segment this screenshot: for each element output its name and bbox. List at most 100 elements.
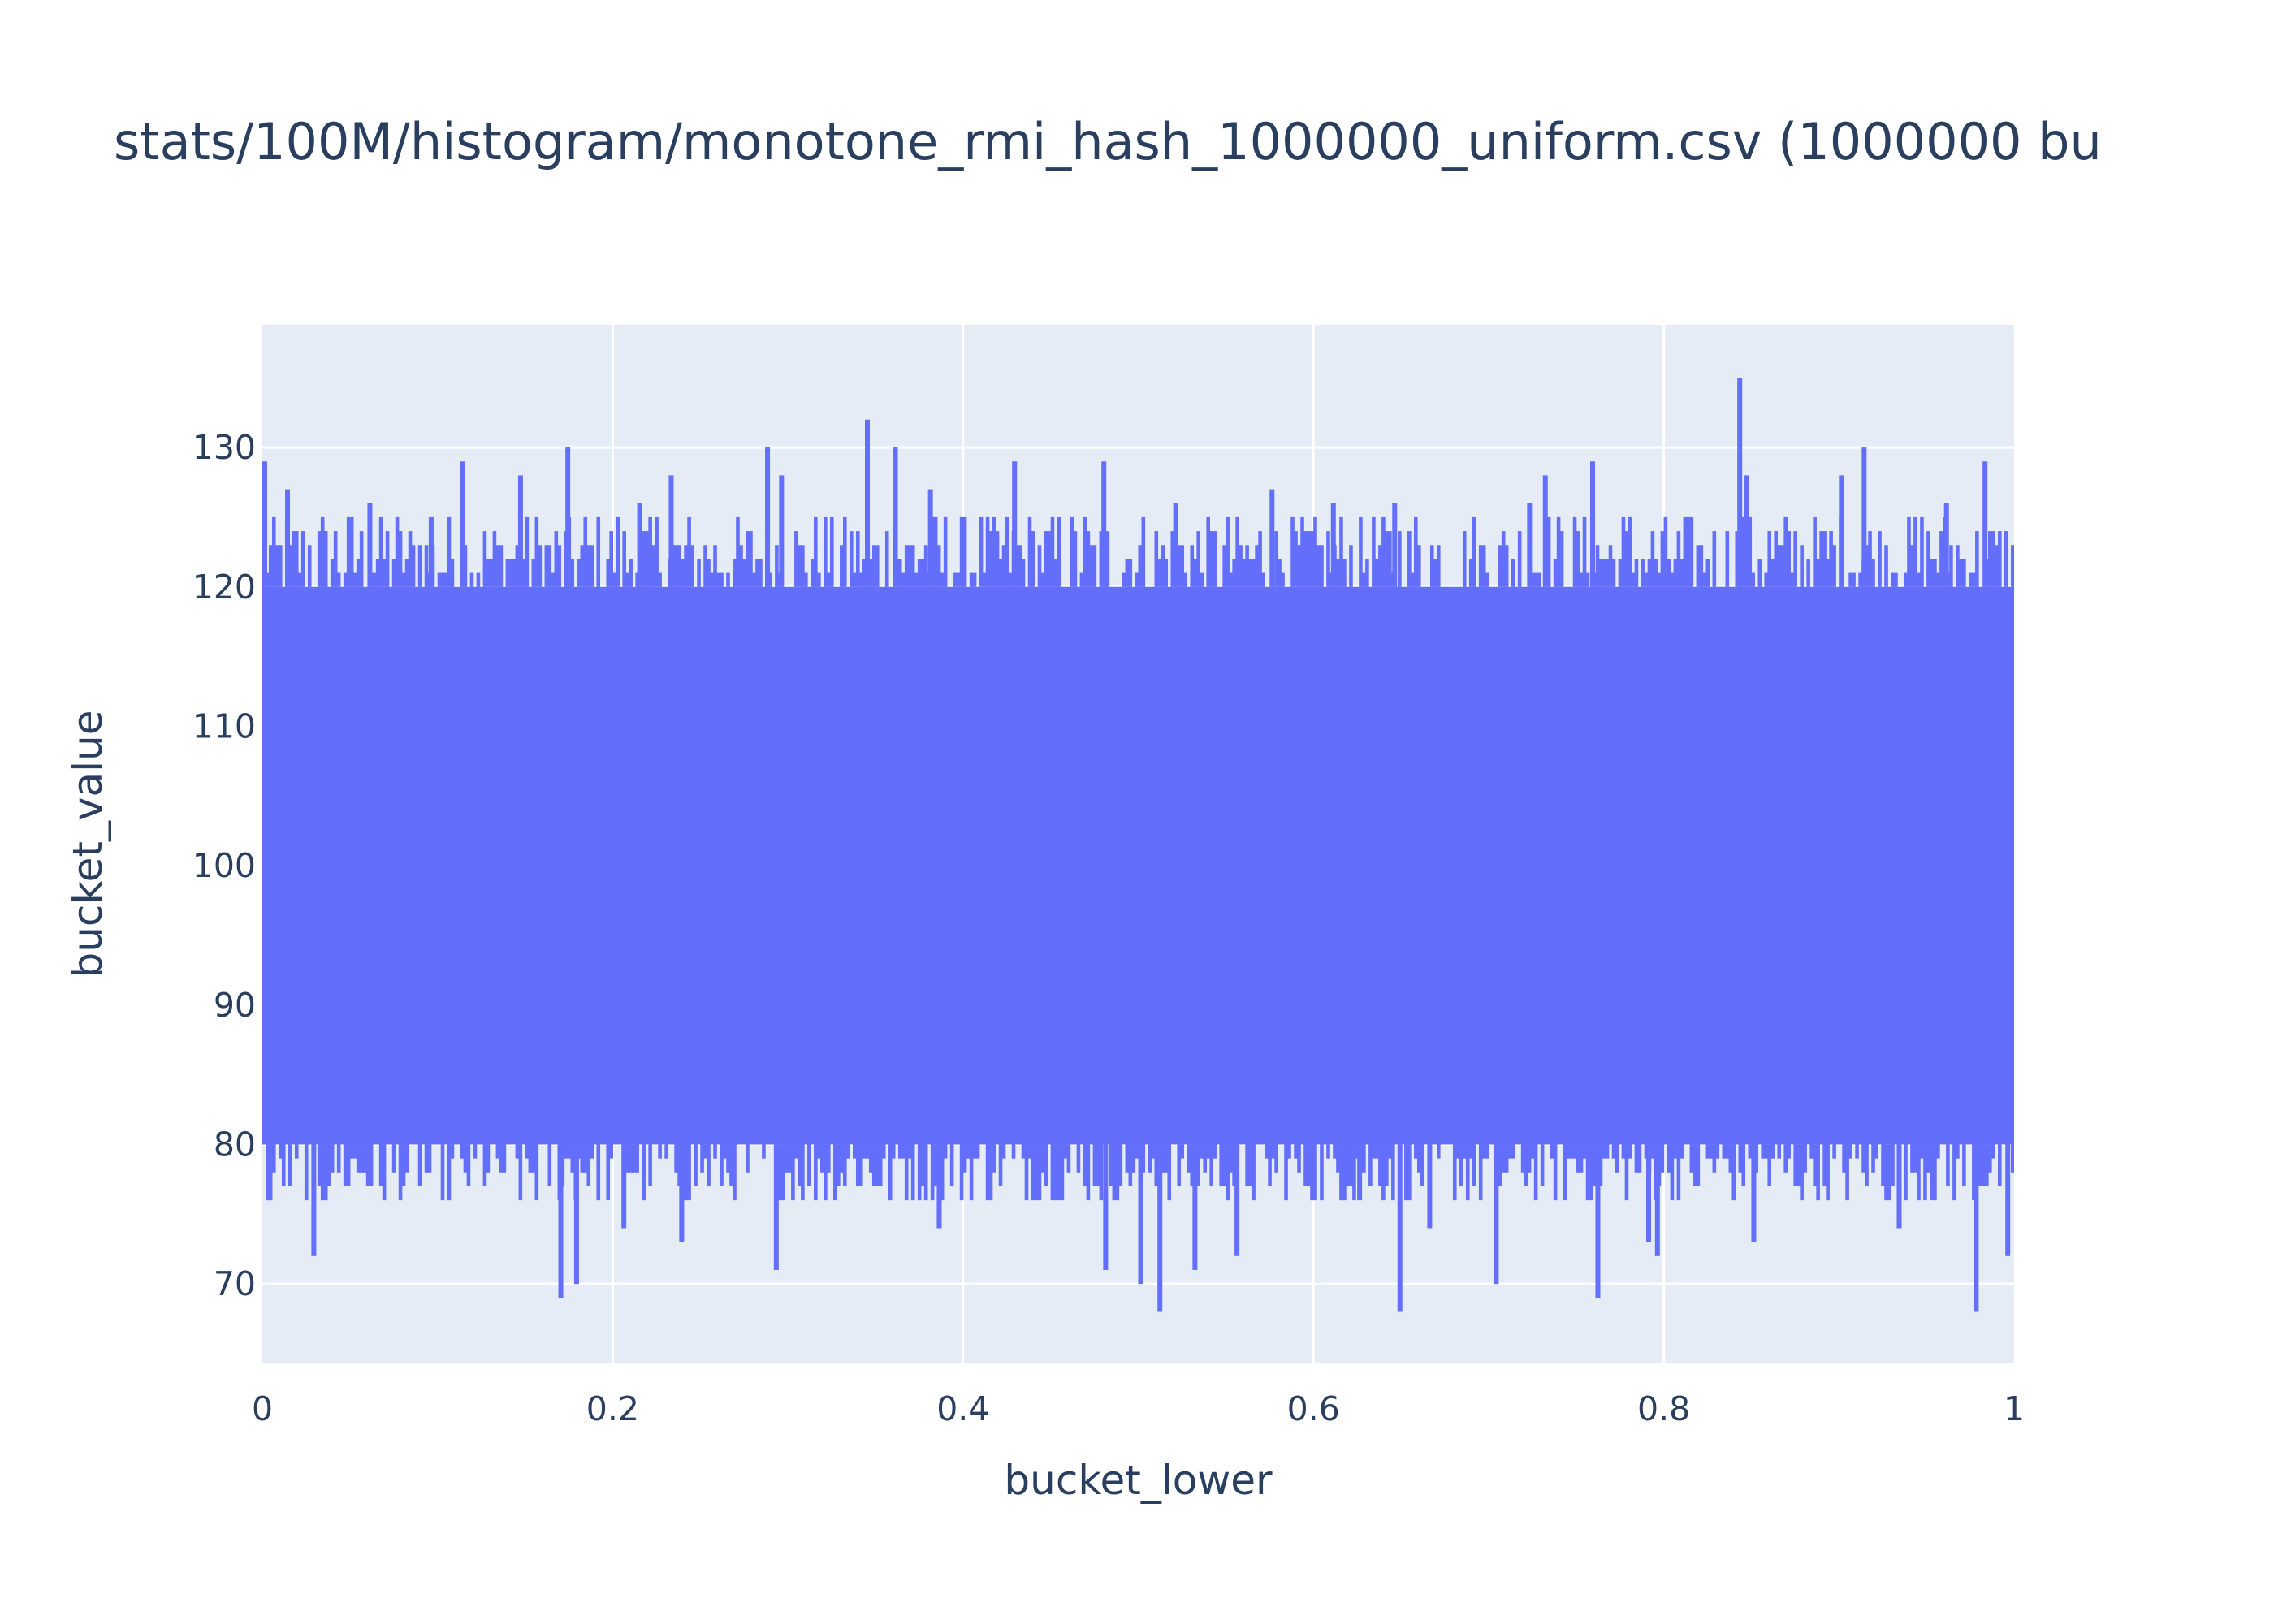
histogram-bar <box>1222 545 1226 587</box>
histogram-bar <box>969 572 974 587</box>
histogram-bar <box>1375 1144 1379 1159</box>
histogram-bar <box>1761 1144 1766 1159</box>
histogram-bar <box>1527 503 1533 587</box>
histogram-bar <box>1881 1144 1885 1186</box>
histogram-bar <box>1269 489 1275 587</box>
histogram-bar <box>674 1144 678 1173</box>
histogram-bar <box>1654 559 1658 587</box>
histogram-bar <box>940 572 945 587</box>
histogram-bar <box>907 1144 912 1159</box>
histogram-bar <box>943 516 948 587</box>
histogram-bar <box>1725 1144 1730 1159</box>
histogram-bar <box>1667 1144 1671 1173</box>
histogram-bar <box>768 572 772 587</box>
histogram-bar <box>1287 1144 1291 1159</box>
histogram-bar <box>534 516 539 587</box>
histogram-bar <box>528 1144 533 1173</box>
histogram-bar <box>1388 1144 1392 1159</box>
histogram-bar <box>1943 503 1949 587</box>
histogram-bar <box>897 1144 902 1159</box>
histogram-bar <box>1300 516 1304 587</box>
y-tick-label: 80 <box>214 1125 256 1164</box>
histogram-bar <box>424 545 429 587</box>
histogram-bar <box>1861 447 1867 587</box>
histogram-bar <box>1307 531 1311 587</box>
histogram-bar <box>1507 1144 1512 1159</box>
histogram-bar <box>1177 545 1182 587</box>
histogram-bar <box>1005 516 1009 587</box>
histogram-bar <box>1774 531 1779 587</box>
histogram-bar <box>992 516 996 587</box>
histogram-bar <box>904 545 909 587</box>
histogram-bar <box>590 545 594 587</box>
histogram-bar <box>1520 1144 1525 1173</box>
histogram-bar <box>486 1144 491 1173</box>
histogram-bar <box>998 559 1003 587</box>
histogram-bar <box>988 531 993 587</box>
histogram-bar <box>1200 1144 1204 1159</box>
histogram-bar <box>1012 461 1018 587</box>
histogram-bar <box>1213 531 1217 587</box>
histogram-bar <box>713 1144 717 1159</box>
histogram-bar <box>1910 1144 1914 1173</box>
histogram-bar <box>1092 545 1097 587</box>
y-axis-title: bucket_value <box>64 710 111 978</box>
histogram-bar <box>914 572 919 587</box>
histogram-bar <box>1135 1144 1139 1159</box>
histogram-bar <box>1572 1144 1577 1159</box>
histogram-bar <box>1910 545 1914 587</box>
histogram-bar <box>401 1144 406 1186</box>
histogram-bar <box>333 531 338 587</box>
histogram-bar <box>807 1144 811 1186</box>
histogram-bar <box>794 1144 798 1159</box>
histogram-bar <box>1676 1144 1681 1201</box>
histogram-bar <box>525 1144 530 1159</box>
histogram-bar <box>1689 516 1694 587</box>
histogram-bar <box>1417 545 1421 587</box>
histogram-bar <box>1436 545 1441 587</box>
histogram-bar <box>1320 545 1324 587</box>
histogram-bar <box>1559 531 1564 587</box>
histogram-bar <box>1621 516 1626 587</box>
histogram-bar <box>1582 1144 1587 1159</box>
histogram-bar <box>846 1144 850 1159</box>
histogram-bar <box>1073 531 1078 587</box>
histogram-bar <box>1962 559 1966 587</box>
histogram-bar <box>404 559 409 587</box>
histogram-bar <box>554 531 559 587</box>
histogram-bar <box>1232 559 1236 587</box>
histogram-bar <box>278 1144 283 1159</box>
histogram-bar <box>881 1144 886 1159</box>
histogram-bar <box>508 559 513 587</box>
histogram-bar <box>707 1144 711 1186</box>
histogram-bar <box>791 1144 795 1201</box>
histogram-bar <box>326 1144 331 1186</box>
histogram-bar <box>531 559 536 587</box>
histogram-bar <box>985 1144 990 1201</box>
histogram-bar <box>1086 1144 1091 1201</box>
histogram-bar <box>1234 1144 1240 1256</box>
histogram-bar <box>1816 1144 1820 1201</box>
histogram-bar <box>2011 545 2014 587</box>
histogram-bar <box>1397 1144 1403 1312</box>
histogram-bar <box>1173 503 1178 587</box>
histogram-bar <box>865 419 871 587</box>
histogram-bar <box>1333 1144 1337 1159</box>
histogram-bar <box>1180 545 1185 587</box>
histogram-bar <box>1053 1144 1058 1201</box>
histogram-bar <box>1040 1144 1045 1173</box>
histogram-bar <box>1702 572 1707 587</box>
histogram-bar <box>417 545 422 587</box>
histogram-bar <box>703 545 707 587</box>
y-tick-label: 130 <box>192 428 256 467</box>
histogram-bar <box>794 531 798 587</box>
histogram-bar <box>1813 1144 1817 1186</box>
histogram-bar <box>1138 1144 1143 1285</box>
histogram-bar <box>1365 559 1369 587</box>
histogram-bar <box>1670 572 1675 587</box>
histogram-bar <box>1650 1144 1655 1159</box>
histogram-bar <box>1239 545 1243 587</box>
histogram-bar <box>1498 545 1502 587</box>
histogram-bar <box>1884 1144 1888 1201</box>
histogram-bar <box>518 1144 523 1201</box>
